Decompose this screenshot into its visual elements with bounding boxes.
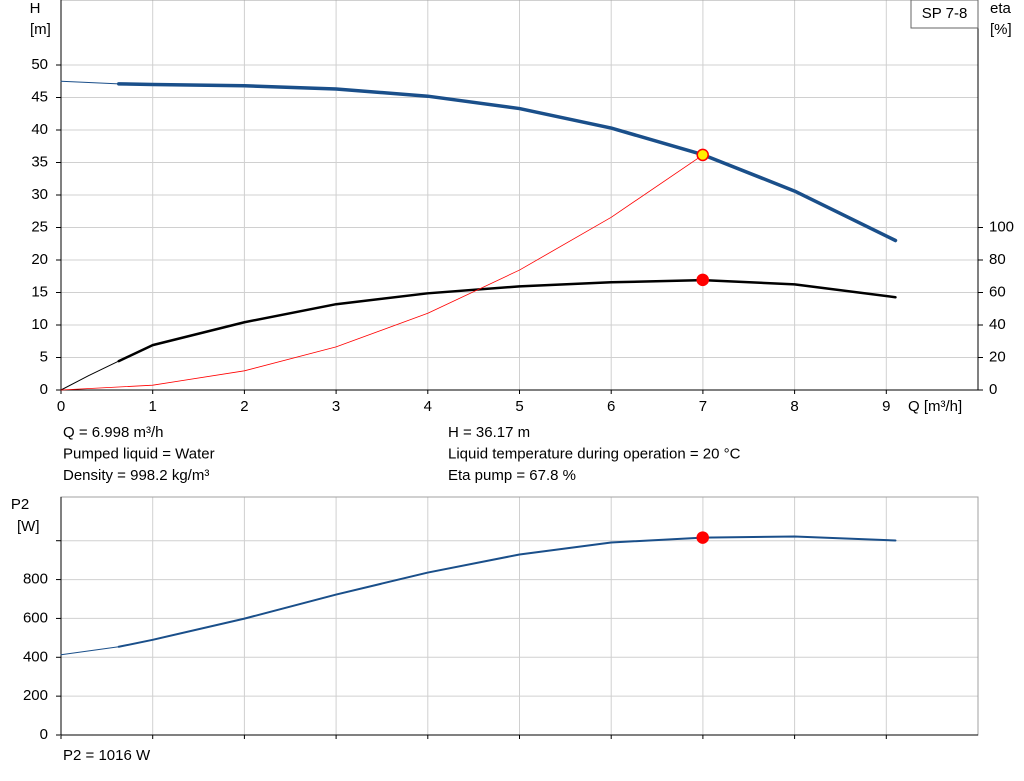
y-axis-unit: [W] xyxy=(17,518,40,535)
y-tick-label: 10 xyxy=(31,316,48,333)
y-tick-label: 600 xyxy=(23,609,48,626)
y2-tick-label: 0 xyxy=(989,381,997,398)
y-tick-label: 50 xyxy=(31,56,48,73)
x-tick-label: 3 xyxy=(332,398,340,415)
y-axis-label: H xyxy=(30,0,41,17)
curve xyxy=(117,535,897,648)
y-axis-label: P2 xyxy=(11,496,29,513)
y-tick-label: 400 xyxy=(23,648,48,665)
info-text: Q = 6.998 m³/h xyxy=(63,424,163,441)
info-text: H = 36.17 m xyxy=(448,424,530,441)
y-tick-label: 35 xyxy=(31,153,48,170)
y-tick-label: 15 xyxy=(31,283,48,300)
y-tick-label: 800 xyxy=(23,571,48,588)
info-text: Eta pump = 67.8 % xyxy=(448,467,576,484)
y2-axis-unit: [%] xyxy=(990,21,1012,38)
x-tick-label: 2 xyxy=(240,398,248,415)
curve xyxy=(117,82,898,243)
y-tick-label: 20 xyxy=(31,251,48,268)
curve xyxy=(60,646,120,656)
operating-point xyxy=(696,148,709,162)
curve xyxy=(60,360,120,391)
y-tick-label: 200 xyxy=(23,687,48,704)
x-tick-label: 7 xyxy=(699,398,707,415)
x-tick-label: 9 xyxy=(882,398,890,415)
x-tick-label: 4 xyxy=(424,398,432,415)
y-tick-label: 5 xyxy=(40,348,48,365)
x-tick-label: 5 xyxy=(515,398,523,415)
operating-point xyxy=(696,531,709,544)
y-tick-label: 30 xyxy=(31,186,48,203)
pump-label: SP 7-8 xyxy=(922,5,968,22)
y2-tick-label: 80 xyxy=(989,251,1006,268)
y-tick-label: 0 xyxy=(40,726,48,743)
info-text: Liquid temperature during operation = 20… xyxy=(448,445,741,462)
curve xyxy=(60,154,704,391)
y-tick-label: 25 xyxy=(31,218,48,235)
y2-tick-label: 40 xyxy=(989,316,1006,333)
info-text: Density = 998.2 kg/m³ xyxy=(63,467,209,484)
y2-tick-label: 20 xyxy=(989,348,1006,365)
x-tick-label: 6 xyxy=(607,398,615,415)
pump-label-box xyxy=(910,0,979,29)
y2-tick-label: 60 xyxy=(989,283,1006,300)
info-text: Pumped liquid = Water xyxy=(63,445,215,462)
y-tick-label: 45 xyxy=(31,88,48,105)
x-tick-label: 1 xyxy=(149,398,157,415)
y-axis-unit: [m] xyxy=(30,21,51,38)
x-axis-label: Q [m³/h] xyxy=(908,398,962,415)
y-tick-label: 0 xyxy=(40,381,48,398)
y2-tick-label: 100 xyxy=(989,218,1014,235)
operating-point xyxy=(696,273,709,287)
y-tick-label: 40 xyxy=(31,121,48,138)
x-tick-label: 0 xyxy=(57,398,65,415)
info-text: P2 = 1016 W xyxy=(63,747,151,764)
curve xyxy=(60,80,120,85)
curve xyxy=(117,278,897,363)
y2-axis-label: eta xyxy=(990,0,1012,17)
x-tick-label: 8 xyxy=(790,398,798,415)
